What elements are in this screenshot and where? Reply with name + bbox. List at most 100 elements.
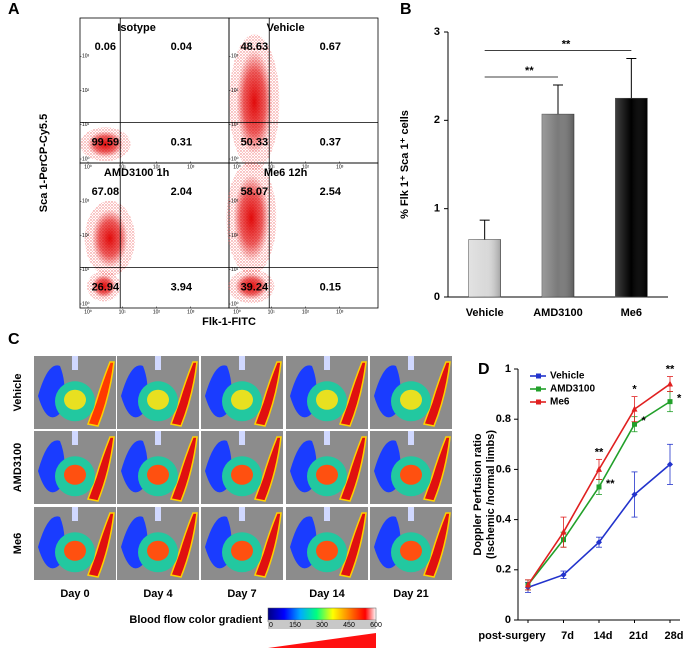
gradient-tick-label: 150 bbox=[289, 622, 301, 629]
column-label: Day 4 bbox=[143, 588, 173, 600]
significance-label: ** bbox=[525, 65, 534, 77]
marker bbox=[631, 491, 638, 498]
y-tick-label: 1 bbox=[505, 363, 511, 375]
x-tick-label: Me6 bbox=[621, 307, 642, 319]
y-tick-label: 10² bbox=[231, 233, 239, 239]
y-tick-label: 0.2 bbox=[496, 564, 511, 576]
plot-title: Me6 12h bbox=[264, 167, 308, 179]
x-tick-label: 21d bbox=[629, 630, 648, 642]
tail bbox=[408, 507, 414, 521]
body-flow-core bbox=[147, 540, 169, 561]
y-tick-label: 10² bbox=[82, 88, 90, 94]
tail bbox=[408, 356, 414, 370]
limb-right bbox=[338, 436, 367, 502]
doppler-image bbox=[286, 356, 368, 429]
limb-right bbox=[422, 436, 451, 502]
panel-label: C bbox=[8, 331, 20, 348]
row-label: Vehicle bbox=[12, 374, 24, 412]
tail bbox=[155, 507, 161, 521]
y-tick-label: 0 bbox=[434, 291, 440, 303]
doppler-image bbox=[34, 431, 116, 504]
gradient-tick-label: 450 bbox=[343, 622, 355, 629]
marker bbox=[667, 380, 673, 387]
legend-label: Vehicle bbox=[550, 371, 585, 382]
x-tick-label: 10⁰ bbox=[84, 164, 92, 170]
bar-shade bbox=[615, 98, 648, 297]
limb-right bbox=[253, 436, 282, 502]
bar-shade bbox=[468, 239, 501, 297]
significance-label: ** bbox=[666, 363, 675, 375]
y-tick-label: 10³ bbox=[231, 54, 239, 60]
y-tick-label: 10¹ bbox=[231, 267, 239, 273]
plot-title: AMD3100 1h bbox=[104, 167, 170, 179]
body-flow-core bbox=[64, 540, 86, 561]
plot-title: Isotype bbox=[117, 22, 156, 34]
gradient-title: Blood flow color gradient bbox=[129, 614, 262, 626]
legend-label: Me6 bbox=[550, 397, 570, 408]
quadrant-percent: 58.07 bbox=[241, 186, 269, 198]
body-flow-core bbox=[316, 464, 338, 485]
y-tick-label: 10¹ bbox=[82, 122, 90, 128]
tail bbox=[155, 356, 161, 370]
marker bbox=[632, 421, 637, 427]
x-tick-label: 10³ bbox=[187, 164, 195, 170]
x-tick-label: Vehicle bbox=[466, 307, 504, 319]
marker bbox=[596, 484, 602, 490]
panel-label: B bbox=[400, 1, 412, 18]
body-flow-core bbox=[231, 464, 253, 485]
marker bbox=[631, 405, 638, 412]
limb-right bbox=[338, 361, 367, 427]
limb-right bbox=[169, 361, 198, 427]
x-tick-label: post-surgery bbox=[478, 630, 546, 642]
limb-right bbox=[422, 361, 451, 427]
y-tick-label: 0 bbox=[505, 614, 511, 626]
row-label: AMD3100 bbox=[12, 443, 24, 493]
bar-shade bbox=[542, 114, 574, 298]
quadrant-percent: 99.59 bbox=[92, 137, 120, 149]
x-tick-label: 10³ bbox=[336, 309, 344, 315]
tail bbox=[239, 356, 245, 370]
doppler-image bbox=[117, 507, 199, 580]
quadrant-percent: 26.94 bbox=[92, 282, 120, 294]
legend-marker bbox=[536, 386, 541, 392]
limb-right bbox=[338, 512, 367, 578]
y-tick-label: 0.6 bbox=[496, 463, 511, 475]
quadrant-percent: 0.15 bbox=[320, 282, 341, 294]
doppler-image bbox=[117, 431, 199, 504]
doppler-image bbox=[34, 356, 116, 429]
doppler-image bbox=[370, 356, 452, 429]
body-flow-core bbox=[231, 389, 253, 410]
event-cloud-core bbox=[234, 273, 268, 300]
quadrant-percent: 0.31 bbox=[171, 137, 192, 149]
doppler-image bbox=[286, 431, 368, 504]
y-tick-label: 10⁰ bbox=[231, 156, 239, 162]
y-axis-label: Doppler Perfusion ratio bbox=[472, 433, 484, 556]
y-tick-label: 10⁰ bbox=[231, 301, 239, 307]
y-tick-label: 3 bbox=[434, 26, 440, 38]
tail bbox=[155, 431, 161, 445]
x-tick-label: 10³ bbox=[187, 309, 195, 315]
body-flow-core bbox=[147, 464, 169, 485]
x-tick-label: 10¹ bbox=[119, 164, 127, 170]
marker bbox=[560, 571, 567, 578]
x-tick-label: 10² bbox=[153, 309, 161, 315]
tail bbox=[72, 507, 78, 521]
doppler-image bbox=[117, 356, 199, 429]
body-flow-core bbox=[64, 464, 86, 485]
y-axis-label: % Flk 1⁺ Sca 1⁺ cells bbox=[399, 110, 411, 219]
doppler-image bbox=[286, 507, 368, 580]
x-tick-label: 28d bbox=[665, 630, 684, 642]
limb-right bbox=[253, 361, 282, 427]
y-axis-label: (Ischemic /normal limbs) bbox=[485, 430, 497, 559]
legend-marker bbox=[536, 373, 541, 379]
tail bbox=[239, 431, 245, 445]
plot-title: Vehicle bbox=[267, 22, 305, 34]
body-flow-core bbox=[147, 389, 169, 410]
y-tick-label: 0.8 bbox=[496, 413, 511, 425]
quadrant-percent: 67.08 bbox=[92, 186, 120, 198]
panel-label: D bbox=[478, 361, 490, 378]
marker bbox=[596, 539, 602, 546]
significance-label: ** bbox=[562, 38, 571, 50]
x-tick-label: 7d bbox=[561, 630, 574, 642]
doppler-image bbox=[201, 356, 283, 429]
